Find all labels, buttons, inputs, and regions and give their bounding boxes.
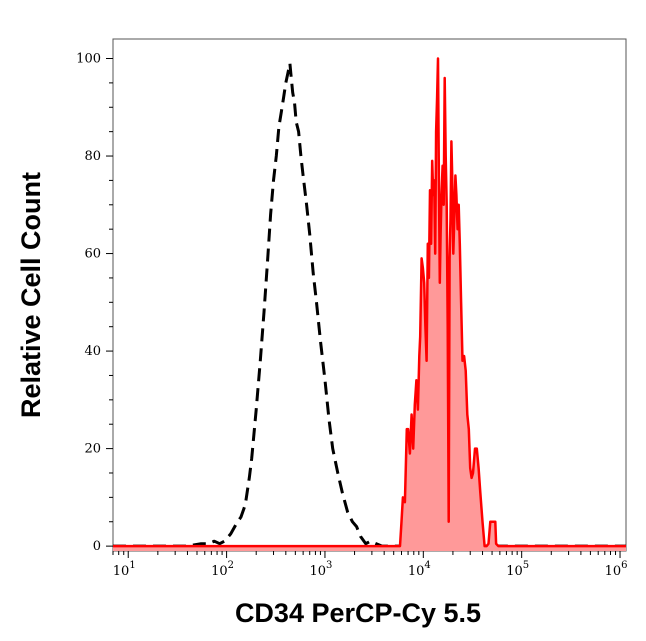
y-tick-label: 0: [93, 539, 101, 554]
y-axis-ticks: 0 20 40 60 80 100: [76, 52, 113, 554]
x-tick-label: 102: [211, 560, 234, 579]
series-1-line: [113, 61, 626, 548]
y-tick-label: 100: [76, 52, 101, 67]
y-tick-label: 20: [84, 442, 101, 457]
x-tick-label: 106: [605, 560, 628, 579]
y-tick-label: 40: [84, 344, 101, 359]
series-2-fill: [113, 58, 626, 551]
x-tick-label: 105: [506, 560, 529, 579]
series-layer: [113, 57, 626, 551]
x-tick-label: 103: [309, 560, 332, 579]
x-axis-ticks: 101 102 103 104 105 106: [112, 551, 628, 579]
plot-frame: [112, 38, 627, 552]
x-tick-label: 101: [113, 560, 136, 579]
y-tick-label: 60: [84, 247, 101, 262]
plot-area: 101 102 103 104 105 106 0 20 40 60 80 100: [76, 38, 628, 579]
series-2-line: [113, 57, 626, 548]
x-axis-title: CD34 PerCP-Cy 5.5: [235, 598, 481, 628]
x-tick-label: 104: [408, 560, 431, 579]
y-tick-label: 80: [84, 149, 101, 164]
y-axis-title: Relative Cell Count: [16, 172, 46, 418]
